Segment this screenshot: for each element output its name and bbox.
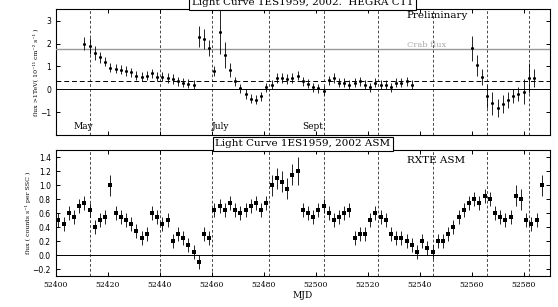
Y-axis label: flux ( counts s⁻¹ per SSC ): flux ( counts s⁻¹ per SSC )	[25, 172, 31, 255]
Text: Crab flux: Crab flux	[407, 41, 446, 49]
Text: May: May	[74, 122, 94, 131]
Text: RXTE ASM: RXTE ASM	[407, 156, 465, 165]
Text: July: July	[211, 122, 229, 131]
Y-axis label: flux >1TeV( 10⁻¹¹ cm⁻² s⁻¹ ): flux >1TeV( 10⁻¹¹ cm⁻² s⁻¹ )	[32, 29, 39, 116]
Text: Preliminary: Preliminary	[407, 11, 468, 20]
Title: Light Curve 1ES1959, 2002 ASM: Light Curve 1ES1959, 2002 ASM	[215, 139, 390, 148]
X-axis label: MJD: MJD	[292, 290, 313, 300]
Title: Light Curve 1ES1959, 2002.  HEGRA CT1: Light Curve 1ES1959, 2002. HEGRA CT1	[192, 0, 413, 7]
Text: Sept.: Sept.	[302, 122, 326, 131]
